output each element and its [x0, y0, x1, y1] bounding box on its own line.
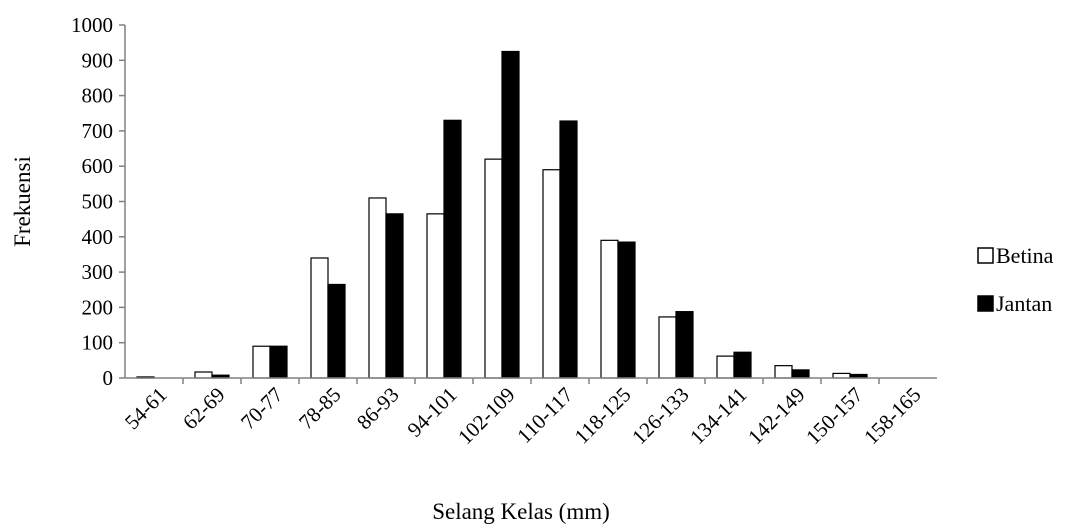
legend-label-betina: Betina	[996, 243, 1054, 268]
bar-jantan-110-117	[559, 120, 578, 379]
bar-jantan-70-77	[269, 345, 288, 379]
bar-jantan-126-133	[675, 311, 694, 379]
x-axis-ticks: 54-61 62-69 70-77 78-85 86-9394-101102-10911…	[120, 378, 926, 449]
y-tick-label: 900	[82, 48, 114, 72]
x-axis-title: Selang Kelas (mm)	[432, 499, 610, 524]
y-tick-label: 400	[82, 225, 114, 249]
y-axis-ticks: 0 100 200 300 400 500 600 700 800 900 1000	[71, 13, 125, 390]
bar-betina-70-77	[252, 345, 271, 379]
y-tick-label: 1000	[71, 13, 113, 37]
y-tick-label: 0	[103, 366, 114, 390]
x-tick-label: 54-61	[120, 383, 172, 435]
bar-jantan-86-93	[385, 213, 404, 379]
legend-swatch-jantan	[977, 295, 994, 312]
bar-jantan-142-149	[791, 369, 810, 379]
x-tick-label: 62-69	[178, 383, 230, 435]
x-tick-label: 142-149	[743, 383, 809, 449]
bar-betina-94-101	[426, 213, 445, 379]
bar-jantan-118-125	[617, 241, 636, 379]
bar-betina-134-141	[716, 355, 735, 379]
bar-jantan-78-85	[327, 283, 346, 379]
bar-betina-110-117	[542, 169, 561, 379]
bar-betina-78-85	[310, 257, 329, 379]
legend: Betina Jantan	[977, 243, 1054, 316]
bar-betina-126-133	[658, 316, 677, 379]
x-tick-label: 118-125	[570, 383, 636, 449]
bar-betina-142-149	[774, 365, 793, 379]
y-tick-label: 300	[82, 260, 114, 284]
x-tick-label: 134-141	[685, 383, 751, 449]
x-tick-label: 70-77	[236, 383, 288, 435]
bar-betina-118-125	[600, 239, 619, 379]
bar-betina-86-93	[368, 197, 387, 379]
x-tick-label: 126-133	[627, 383, 693, 449]
y-tick-label: 500	[82, 190, 114, 214]
bar-betina-102-109	[484, 158, 503, 379]
x-tick-label: 78-85	[294, 383, 346, 435]
y-tick-label: 800	[82, 84, 114, 108]
bar-betina-62-69	[194, 371, 213, 379]
y-tick-label: 700	[82, 119, 114, 143]
legend-swatch-betina	[977, 247, 994, 264]
y-tick-label: 100	[82, 331, 114, 355]
legend-label-jantan: Jantan	[996, 291, 1052, 316]
bar-jantan-94-101	[443, 119, 462, 379]
y-axis-title: Frekuensi	[10, 156, 35, 247]
bar-jantan-134-141	[733, 351, 752, 379]
y-tick-label: 600	[82, 154, 114, 178]
x-tick-label: 86-93	[352, 383, 404, 435]
y-tick-label: 200	[82, 295, 114, 319]
bars	[136, 50, 868, 379]
x-tick-label: 158-165	[859, 383, 925, 449]
x-tick-label: 150-157	[801, 383, 867, 449]
x-tick-label: 102-109	[453, 383, 519, 449]
x-tick-label: 110-117	[512, 383, 577, 448]
bar-jantan-102-109	[501, 50, 520, 379]
